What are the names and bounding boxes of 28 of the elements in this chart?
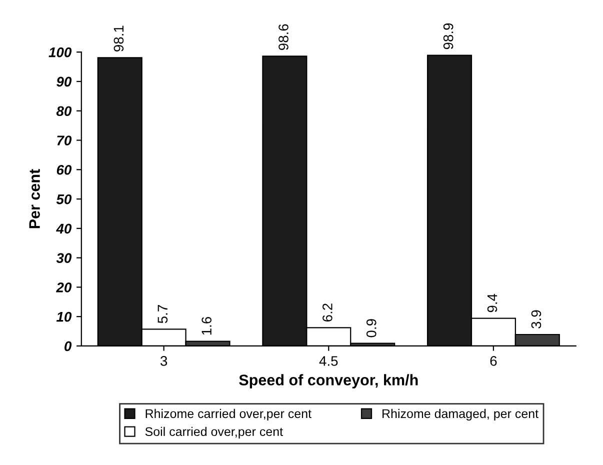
data-label: 98.1 — [114, 26, 124, 52]
data-label: 98.9 — [443, 23, 454, 50]
x-tick-label: 6 — [490, 356, 497, 366]
data-label: 98.6 — [278, 24, 288, 50]
legend-label: Rhizome damaged, per cent — [382, 408, 538, 421]
y-tick-label: 100 — [48, 47, 72, 58]
y-tick-label: 50 — [56, 194, 72, 204]
y-axis-title: Per cent — [29, 169, 40, 228]
y-tick-label: 0 — [64, 341, 72, 352]
y-tick-label: 60 — [56, 164, 72, 175]
x-axis-title: Speed of conveyor, km/h — [239, 374, 418, 388]
y-tick-label: 30 — [56, 253, 72, 263]
legend-label: Soil carried over,per cent — [145, 426, 283, 439]
y-tick-label: 90 — [56, 76, 72, 87]
y-tick-label: 40 — [56, 224, 72, 234]
y-tick-label: 20 — [56, 282, 72, 292]
y-tick-label: 70 — [57, 136, 72, 146]
data-label: 1.6 — [202, 317, 212, 335]
data-label: 0.9 — [366, 319, 376, 338]
y-tick-label: 80 — [56, 106, 72, 116]
data-label: 5.7 — [158, 305, 168, 324]
data-label: 3.9 — [531, 310, 542, 328]
data-label: 9.4 — [487, 294, 498, 312]
legend-label: Rhizome carried over,per cent — [146, 408, 312, 421]
y-tick-label: 10 — [56, 312, 72, 322]
x-tick-label: 3 — [160, 356, 168, 366]
x-tick-label: 4.5 — [319, 356, 338, 366]
data-label: 6.2 — [322, 304, 332, 322]
